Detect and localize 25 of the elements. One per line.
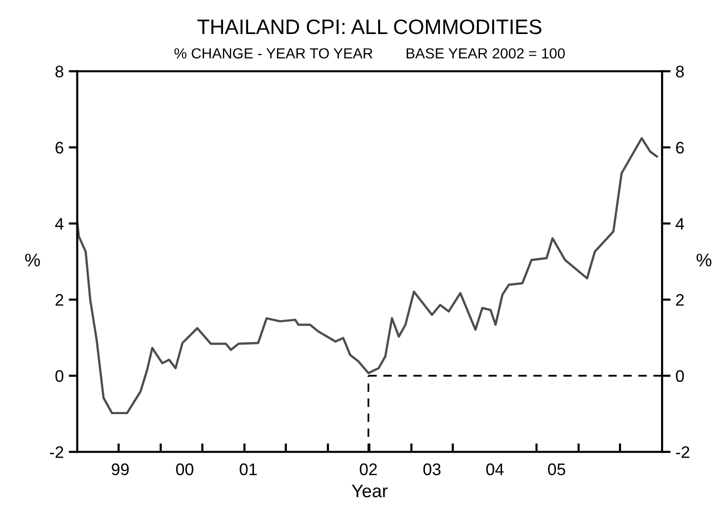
y2-tick-label: 6 bbox=[676, 142, 684, 154]
x-tick-label: 99 bbox=[112, 463, 129, 476]
y2-tick-label: 4 bbox=[676, 218, 684, 230]
y-tick-label: 2 bbox=[56, 294, 64, 306]
chart-title: THAILAND CPI: ALL COMMODITIES bbox=[197, 19, 542, 34]
y2-tick-label: -2 bbox=[676, 446, 690, 458]
x-axis-title: Year bbox=[352, 484, 388, 498]
x-tick-label: 03 bbox=[423, 463, 441, 476]
x-tick-label: 04 bbox=[486, 463, 504, 476]
chart-subtitle: % CHANGE - YEAR TO YEAR BASE YEAR 2002 = 100 bbox=[174, 48, 565, 59]
y-tick-label: -2 bbox=[50, 446, 64, 458]
y2-tick-label: 8 bbox=[676, 66, 684, 78]
x-tick-label: 02 bbox=[360, 463, 377, 476]
y2-tick-label: 0 bbox=[676, 370, 684, 382]
y-axis-title: % bbox=[25, 254, 40, 266]
x-tick-label: 01 bbox=[240, 463, 257, 476]
y-tick-label: 4 bbox=[55, 218, 64, 230]
line-series bbox=[77, 137, 658, 414]
y2-axis-title: % bbox=[696, 254, 712, 266]
y-tick-label: 0 bbox=[55, 370, 64, 382]
y2-tick-label: 2 bbox=[676, 294, 684, 306]
y-tick-label: 8 bbox=[55, 66, 64, 78]
x-tick-label: 00 bbox=[176, 463, 194, 476]
y-tick-label: 6 bbox=[56, 142, 64, 154]
x-tick-label: 05 bbox=[548, 463, 566, 476]
